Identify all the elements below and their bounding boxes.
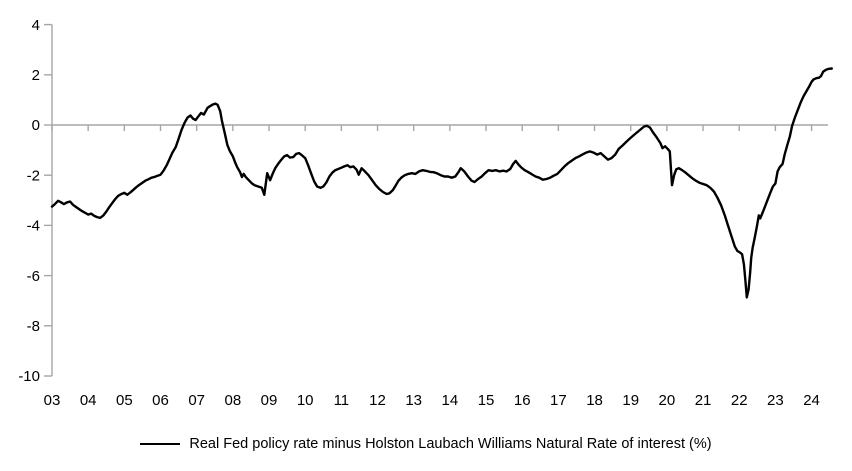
x-tick-label: 05 — [116, 392, 133, 409]
y-tick-label: -8 — [27, 318, 40, 335]
y-tick-label: -10 — [18, 368, 40, 385]
x-tick-label: 18 — [586, 392, 603, 409]
x-tick-label: 14 — [442, 392, 459, 409]
series-line — [50, 67, 833, 299]
x-tick-label: 06 — [152, 392, 169, 409]
y-tick-label: 4 — [32, 17, 40, 34]
x-tick-label: 04 — [80, 392, 97, 409]
legend-line-sample — [140, 443, 181, 445]
y-tick-label: -2 — [27, 167, 40, 184]
x-tick-label: 15 — [478, 392, 495, 409]
x-tick-label: 03 — [44, 392, 61, 409]
x-tick-label: 10 — [297, 392, 314, 409]
x-tick-label: 23 — [767, 392, 784, 409]
y-tick-label: -6 — [27, 268, 40, 285]
y-tick-label: -4 — [27, 218, 40, 235]
x-tick-label: 11 — [334, 392, 350, 409]
x-tick-label: 21 — [695, 392, 712, 409]
legend-label: Real Fed policy rate minus Holston Lauba… — [189, 436, 712, 452]
x-tick-label: 13 — [405, 392, 422, 409]
y-tick-label: 2 — [32, 67, 40, 84]
x-tick-label: 19 — [622, 392, 639, 409]
x-tick-label: 16 — [514, 392, 531, 409]
y-tick-label: 0 — [32, 117, 40, 134]
x-tick-label: 17 — [550, 392, 567, 409]
x-tick-label: 20 — [659, 392, 676, 409]
x-tick-label: 08 — [225, 392, 242, 409]
x-tick-label: 07 — [188, 392, 205, 409]
x-tick-label: 24 — [803, 392, 820, 409]
x-tick-label: 22 — [731, 392, 748, 409]
x-tick-label: 09 — [261, 392, 278, 409]
x-tick-label: 12 — [369, 392, 386, 409]
chart-legend: Real Fed policy rate minus Holston Lauba… — [0, 433, 852, 455]
